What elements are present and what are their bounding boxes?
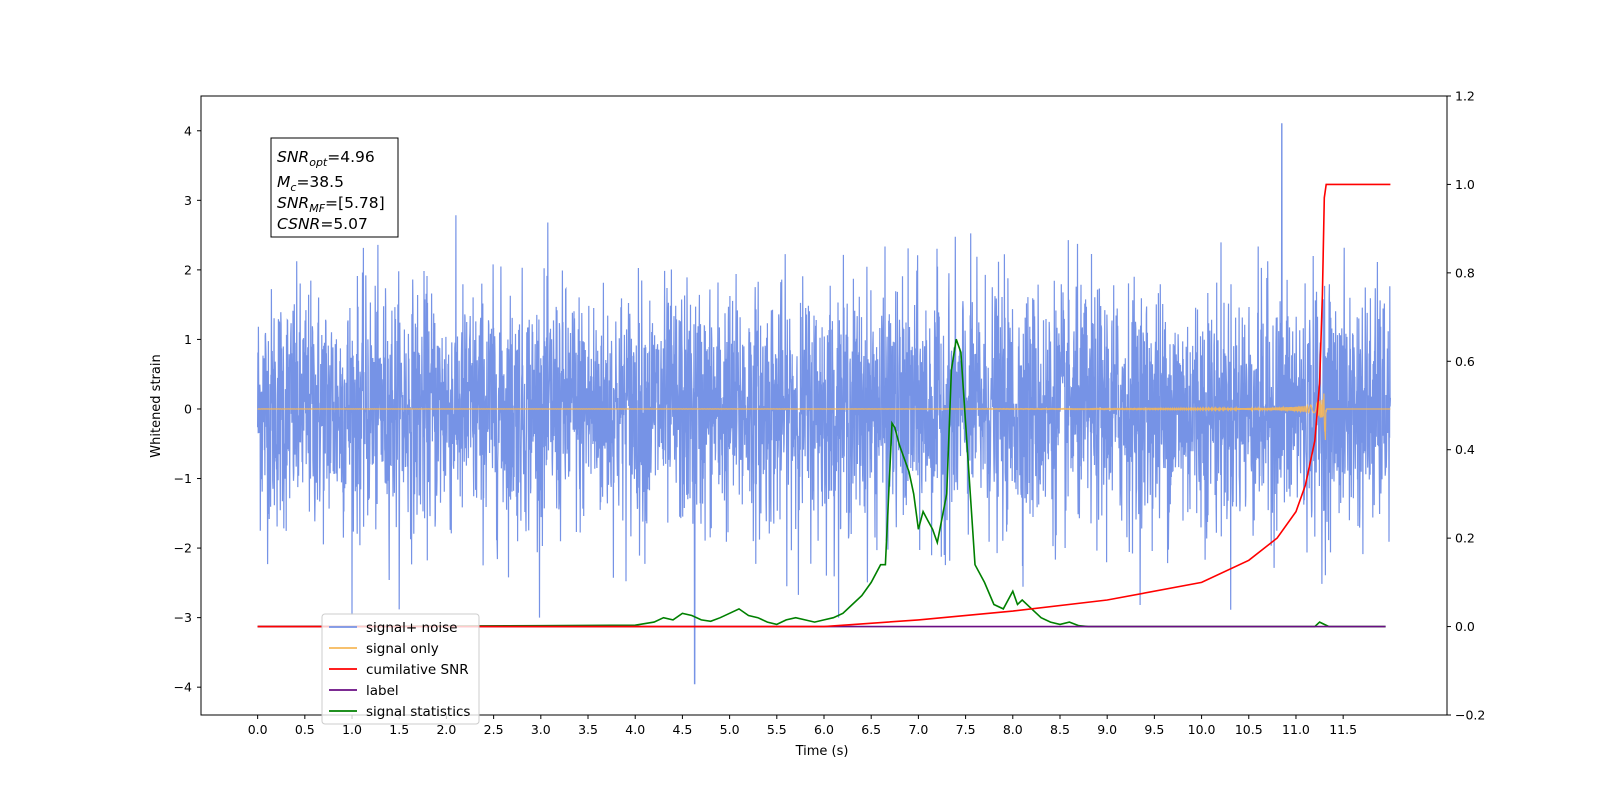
x-tick-label: 1.0 (342, 722, 362, 737)
left-y-tick-label: 0 (184, 401, 192, 416)
legend: signal+ noise signal only cumilative SNR la… (321, 613, 480, 725)
left-y-tick-label: −4 (174, 680, 192, 695)
info-csnr: CSNR=5.07 (277, 215, 368, 233)
left-y-tick-label: −1 (174, 471, 192, 486)
x-tick-label: 10.0 (1188, 722, 1216, 737)
info-mc: Mc=38.5 (277, 173, 344, 194)
left-y-tick-label: 2 (184, 262, 192, 277)
x-axis-ticks: 0.0 0.5 1.0 1.5 2.0 2.5 3.0 3.5 4.0 4.5 5.0 5.5 6.0 6… (248, 715, 1357, 737)
right-y-tick-label: 1.2 (1455, 89, 1475, 104)
x-tick-label: 4.0 (625, 722, 645, 737)
left-y-tick-label: −2 (174, 541, 192, 556)
x-tick-label: 2.5 (484, 722, 504, 737)
left-y-tick-label: 3 (184, 193, 192, 208)
x-tick-label: 0.0 (248, 722, 268, 737)
left-y-tick-label: −3 (174, 610, 192, 625)
right-y-tick-label: 1.0 (1455, 177, 1475, 192)
left-y-tick-label: 4 (184, 123, 192, 138)
info-snr-mf: SNRMF=[5.78] (277, 194, 385, 215)
x-tick-label: 10.5 (1235, 722, 1263, 737)
x-tick-label: 0.5 (295, 722, 315, 737)
series-signal-statistics-line (257, 338, 1386, 628)
right-y-tick-label: 0.4 (1455, 442, 1475, 457)
left-y-axis-ticks: −4 −3 −2 −1 0 1 2 3 4 (174, 123, 201, 695)
info-snr-opt: SNRopt=4.96 (277, 148, 375, 169)
left-y-axis-label: Whitened strain (149, 354, 164, 457)
x-tick-label: 3.0 (531, 722, 551, 737)
left-y-tick-label: 1 (184, 332, 192, 347)
right-y-tick-label: 0.2 (1455, 531, 1475, 546)
x-axis-label: Time (s) (795, 744, 849, 759)
x-tick-label: 3.5 (578, 722, 598, 737)
x-tick-label: 9.5 (1144, 722, 1164, 737)
info-box: SNRopt=4.96 Mc=38.5 SNRMF=[5.78] CSNR=5.… (270, 137, 399, 238)
legend-label: signal+ noise (366, 620, 457, 636)
legend-label: signal statistics (366, 704, 470, 720)
x-tick-label: 5.5 (767, 722, 787, 737)
series-signal-only-line (257, 393, 1391, 441)
x-tick-label: 6.0 (814, 722, 834, 737)
legend-label: signal only (366, 641, 439, 657)
x-tick-label: 1.5 (389, 722, 409, 737)
x-tick-label: 4.5 (672, 722, 692, 737)
x-tick-label: 11.5 (1329, 722, 1357, 737)
series-cumilative-snr-line (257, 183, 1391, 628)
legend-label: label (366, 683, 399, 699)
x-tick-label: 8.0 (1003, 722, 1023, 737)
x-tick-label: 7.0 (908, 722, 928, 737)
legend-label: cumilative SNR (366, 662, 469, 678)
right-y-axis-ticks: −0.2 0.0 0.2 0.4 0.6 0.8 1.0 1.2 (1447, 89, 1485, 723)
plot-area (257, 123, 1391, 685)
right-y-tick-label: 0.0 (1455, 619, 1475, 634)
right-y-tick-label: 0.8 (1455, 265, 1475, 280)
x-tick-label: 5.0 (720, 722, 740, 737)
x-tick-label: 7.5 (956, 722, 976, 737)
right-y-tick-label: 0.6 (1455, 354, 1475, 369)
x-tick-label: 11.0 (1282, 722, 1310, 737)
x-tick-label: 6.5 (861, 722, 881, 737)
x-tick-label: 9.0 (1097, 722, 1117, 737)
right-y-tick-label: −0.2 (1455, 708, 1485, 723)
x-tick-label: 2.0 (436, 722, 456, 737)
series-signal-noise-line (257, 123, 1391, 685)
x-tick-label: 8.5 (1050, 722, 1070, 737)
